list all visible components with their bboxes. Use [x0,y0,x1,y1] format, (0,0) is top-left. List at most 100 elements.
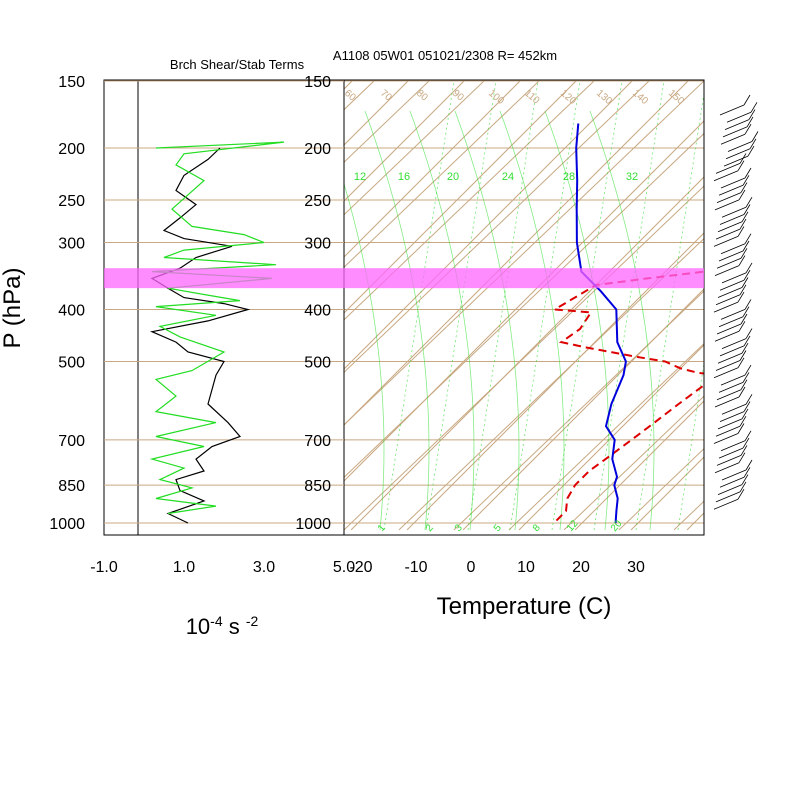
wind-barb-feather [742,437,750,449]
pressure-tick-label: 250 [58,193,85,210]
adiabat-label: 150 [666,88,686,107]
wind-barb [717,287,743,298]
mixing-ratio-label: 12 [354,171,366,183]
dry-adiabat-line [344,80,430,163]
wind-barb-feather [741,408,749,420]
wind-barb [716,192,742,203]
highlight-band [104,268,704,289]
wind-barb [714,199,740,211]
dry-adiabat-line [344,80,650,373]
wind-barb [718,184,744,196]
wind-barb-feather [748,109,756,120]
wind-barb-feather [737,357,745,369]
wind-barb-feather [744,430,752,442]
wind-barb [719,476,745,488]
temperature-x-tick-label: -10 [404,559,427,576]
wind-barb [720,243,746,255]
wind-barb [715,360,741,371]
wind-barb [713,498,739,510]
moist-adiabat-line [409,110,475,530]
pressure-tick-label: 150 [304,74,331,91]
dry-adiabat-line [618,448,704,531]
temperature-x-tick-label: 20 [572,559,590,576]
wind-barb [717,352,743,364]
pressure-tick-label: 400 [304,303,331,320]
pressure-tick-label: 700 [304,433,331,450]
wind-barb-feather [745,394,753,405]
mixing-ratio-label: 32 [626,171,638,183]
adiabat-label: 110 [522,88,542,107]
isotherm-line [350,176,704,531]
temperature-x-tick-label: -20 [349,559,372,576]
wind-barb [721,403,747,415]
wind-barb-feather [743,269,751,281]
moist-adiabat-line [454,110,520,530]
wind-barb [718,250,744,262]
wind-barb [715,425,741,437]
pressure-tick-label: 700 [58,433,85,450]
adiabat-label: 140 [630,88,650,107]
wind-barb-feather [745,196,753,208]
wind-barb-feather [750,102,758,113]
wind-barb-feather [740,182,748,193]
wind-barb-feather [741,474,749,485]
wind-barb [725,148,751,160]
wind-barb [720,440,746,452]
isotherm-line [574,400,704,531]
wind-barb [719,345,745,357]
wind-barb-feather [749,138,757,150]
mixing-ratio-label: 16 [398,171,410,183]
wind-barb-feather [742,306,750,317]
wind-barb [726,111,752,123]
moist-adiabat-line [499,110,565,530]
adiabat-label: 90 [450,88,466,104]
mixing-ratio-label: 1 [376,522,388,534]
adiabat-label: 70 [378,88,394,104]
wind-barb [720,133,746,145]
wind-barb [713,170,739,182]
pressure-tick-label: 300 [58,235,85,252]
wind-barb [721,338,747,349]
isotherm-line [344,80,689,426]
mixing-ratio-line [677,360,704,530]
wind-barb-feather [737,488,745,500]
shear-units-mid: s [223,614,246,639]
wind-barb-feather [739,350,747,361]
pressure-axis-label: P (hPa) [0,268,26,349]
wind-barb-feather [743,401,751,412]
wind-barb-feather [739,284,747,296]
wind-barb-feather [737,226,745,237]
pressure-tick-label: 1000 [49,516,85,533]
wind-barb [715,228,741,240]
chart-title: A1108 05W01 051021/2308 R= 452km [333,48,557,63]
shear-x-tick-label: 3.0 [253,559,275,576]
wind-barb [727,141,753,152]
wind-barb-feather [743,204,751,215]
left-panel-title: Brch Shear/Stab Terms [170,57,305,72]
adiabat-label: 100 [486,88,506,107]
wind-barb [714,330,740,342]
wind-barb-feather [740,248,748,259]
wind-barb-feather [744,123,752,135]
dry-adiabat-line [344,80,540,268]
wind-barb [721,272,747,284]
wind-barb [718,316,744,328]
isotherm-line [344,80,577,314]
stability-profile-line [149,141,285,515]
wind-barb-feather [740,379,748,390]
shear-profile-line [149,147,251,524]
wind-barb-feather [747,145,755,157]
pressure-tick-label: 200 [304,141,331,158]
moist-adiabat-line [364,110,430,530]
mixing-ratio-label: 24 [502,171,514,183]
isotherm-line [344,80,465,202]
isotherm-line [518,344,704,531]
adiabat-label: 130 [594,88,614,107]
dry-adiabat-line [344,80,704,426]
wind-barb [715,294,741,306]
wind-barb [720,309,746,320]
mixing-ratio-line [593,80,665,530]
mixing-ratio-label: 8 [531,522,543,534]
wind-barb-feather [744,364,752,376]
